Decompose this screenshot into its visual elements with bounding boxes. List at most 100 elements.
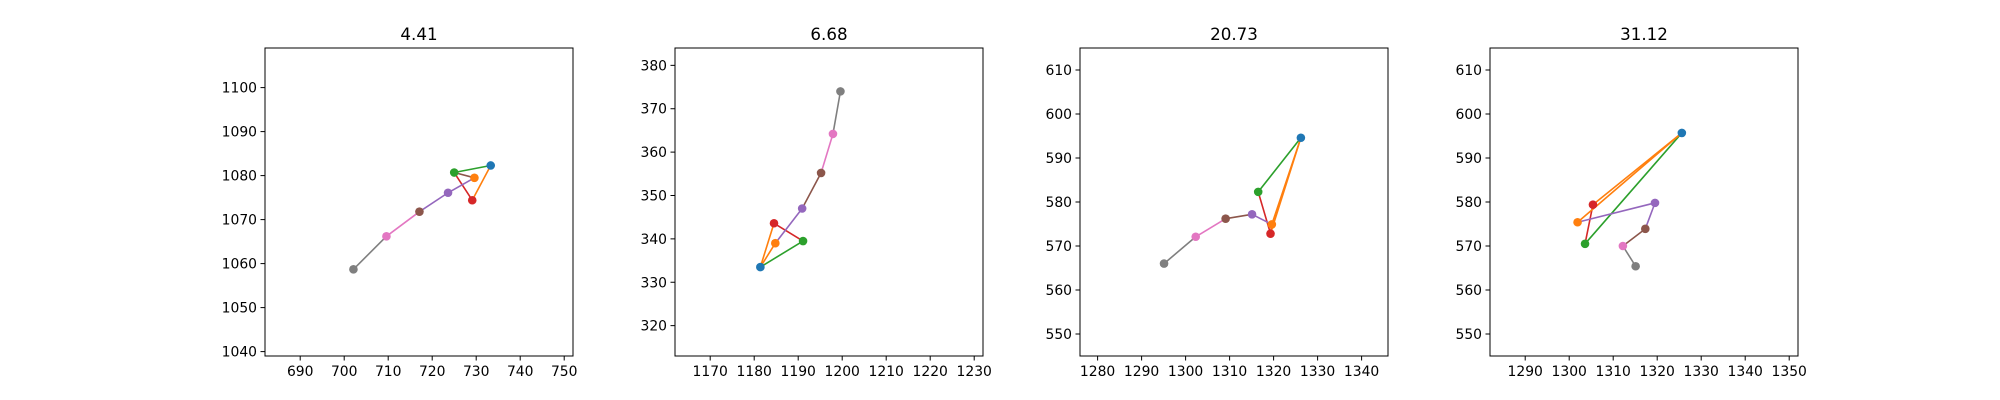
panel-2: 6.68 1170 1180 1190 1200 1210 1220 1230 320 330 3… [640,24,991,380]
y-tick-label: 1080 [222,169,257,185]
data-point [349,265,358,274]
data-point [382,232,391,241]
x-tick-label: 1190 [781,364,816,380]
series-segment [418,191,449,213]
panel-1: 4.41 690 700 710 720 730 740 750 1040 1050 1060 10… [222,24,578,380]
y-tick-label: 580 [1045,195,1072,211]
x-tick-label: 1300 [1168,364,1203,380]
y-tick-label: 380 [640,58,667,74]
y-tick-label: 360 [640,145,667,161]
series-segment [1622,228,1647,247]
y-tick-label: 1070 [222,213,257,229]
series-segment [1257,136,1302,193]
y-tick-label: 590 [1045,151,1072,167]
data-point [1677,128,1687,138]
data-point [828,129,838,139]
x-tick-label: 1300 [1552,364,1587,380]
x-tick-label: 1330 [1300,364,1335,380]
data-point [1580,239,1590,249]
y-tick-label: 320 [640,319,667,335]
plot-frame [1079,47,1389,357]
series-segment [385,210,421,238]
series-segment [774,207,803,245]
x-tick-label: 700 [331,364,358,380]
y-tick-label: 570 [1455,239,1482,255]
x-tick-label: 1320 [1256,364,1291,380]
data-point [1266,229,1275,238]
data-point [1253,187,1263,197]
x-tick-label: 1180 [737,364,772,380]
x-tick-label: 1280 [1080,364,1115,380]
data-point [443,188,453,198]
x-tick-label: 1310 [1596,364,1631,380]
y-tick-label: 370 [640,102,667,118]
data-point [1191,232,1201,242]
y-tick-label: 560 [1045,283,1072,299]
x-tick-label: 1220 [913,364,948,380]
plot-frame [1489,47,1799,357]
panel-1-title: 4.41 [400,24,437,44]
series-segment [801,172,822,210]
data-point [771,238,780,248]
series-segment [1584,132,1683,245]
panel-4: 31.12 1290 1300 1310 1320 1330 1340 1350 550 560… [1455,24,1806,380]
series-segment [832,90,842,135]
data-point [769,218,779,228]
y-tick-label: 1090 [222,125,257,141]
x-tick-label: 750 [551,364,578,380]
x-tick-label: 740 [507,364,534,380]
series-segment [1576,202,1656,224]
data-point [1618,241,1628,251]
x-tick-label: 720 [419,364,446,380]
series-segment [1224,213,1253,220]
x-tick-label: 1290 [1508,364,1543,380]
data-point [1267,220,1277,229]
plot-frame [264,47,574,357]
panel-3: 20.73 1280 1290 1300 1310 1320 1330 1340 550 560… [1045,24,1389,380]
series-segment [352,235,388,271]
data-point [1650,198,1660,208]
data-point [467,195,477,205]
y-tick-label: 340 [640,232,667,248]
y-tick-label: 550 [1045,327,1072,343]
x-tick-label: 730 [463,364,490,380]
series-segment [471,164,492,202]
series-segment [1194,217,1227,238]
data-point [1631,261,1640,271]
y-tick-label: 560 [1455,283,1482,299]
data-point [1641,224,1650,234]
series-segment [453,171,474,202]
x-tick-label: 1210 [869,364,904,380]
x-tick-label: 1340 [1344,364,1379,380]
y-tick-label: 550 [1455,327,1482,343]
data-point [756,262,765,272]
series-segment [1269,136,1302,235]
y-tick-label: 580 [1455,195,1482,211]
y-tick-label: 1050 [222,301,257,317]
series-segment [447,177,476,194]
x-tick-label: 1200 [825,364,860,380]
data-point [816,168,826,178]
y-tick-label: 1040 [222,345,257,361]
y-tick-label: 1060 [222,257,257,273]
data-point [1296,133,1306,143]
series-segment [759,222,775,268]
x-tick-label: 1310 [1212,364,1247,380]
data-point [415,207,424,216]
x-tick-label: 1340 [1728,364,1763,380]
panel-2-title: 6.68 [810,24,847,44]
y-tick-label: 600 [1455,107,1482,123]
plot-frame [674,47,984,357]
y-tick-label: 1100 [222,81,257,97]
x-tick-label: 710 [375,364,402,380]
data-point [1159,259,1169,268]
series-segment [453,164,492,174]
data-point [797,204,807,213]
y-tick-label: 610 [1045,63,1072,79]
x-tick-label: 690 [287,364,314,380]
data-point [798,236,808,246]
x-tick-label: 1350 [1772,364,1807,380]
data-point [470,173,479,183]
data-point [486,161,496,170]
